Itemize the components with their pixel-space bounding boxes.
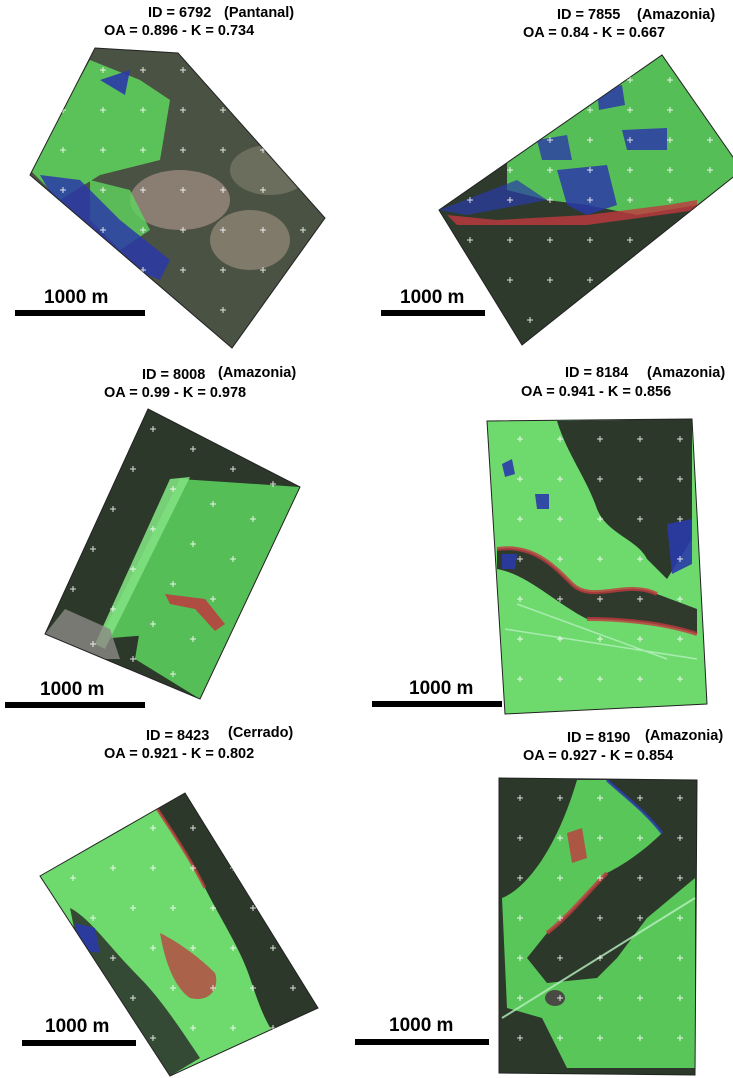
scale-label: 1000 m [44,287,109,308]
classified-map-image [486,418,708,715]
classified-map-image [39,792,319,1077]
panel-region-label: (Amazonia) [645,728,724,744]
map-panel-8423: ID = 8423 (Cerrado) OA = 0.921 - K = 0.8… [0,718,366,1077]
panel-region-label: (Amazonia) [218,365,297,381]
panel-accuracy-label: OA = 0.99 - K = 0.978 [104,385,247,401]
classified-map-image [29,47,326,349]
scale-bar [5,702,145,708]
map-panel-8008: ID = 8008 (Amazonia) OA = 0.99 - K = 0.9… [0,359,366,718]
panel-id-label: ID = 8184 [565,365,629,381]
scale-bar [372,701,502,707]
scale-label: 1000 m [400,287,465,308]
scale-bar [15,310,145,316]
classified-map-image [498,777,698,1076]
panel-id-label: ID = 8190 [567,730,631,746]
scale-label: 1000 m [40,679,105,700]
classified-map-image [438,54,733,346]
panel-region-label: (Amazonia) [637,7,716,23]
panel-region-label: (Cerrado) [228,725,294,741]
map-panel-6792: ID = 6792 (Pantanal) OA = 0.896 - K = 0.… [0,0,366,359]
scale-label: 1000 m [389,1015,454,1036]
panel-accuracy-label: OA = 0.896 - K = 0.734 [104,23,255,39]
panel-accuracy-label: OA = 0.927 - K = 0.854 [523,748,674,764]
scale-label: 1000 m [409,678,474,699]
scale-bar [22,1040,136,1046]
panel-accuracy-label: OA = 0.921 - K = 0.802 [104,746,255,762]
panel-accuracy-label: OA = 0.941 - K = 0.856 [521,384,672,400]
map-panel-8190: ID = 8190 (Amazonia) OA = 0.927 - K = 0.… [355,718,733,1077]
panel-accuracy-label: OA = 0.84 - K = 0.667 [523,25,666,41]
panel-id-label: ID = 7855 [557,7,621,23]
map-panel-8184: ID = 8184 (Amazonia) OA = 0.941 - K = 0.… [367,359,733,718]
panel-id-label: ID = 8008 [142,367,206,383]
panel-id-label: ID = 8423 [146,728,210,744]
scale-bar [381,310,485,316]
scale-label: 1000 m [45,1016,110,1037]
map-panel-7855: ID = 7855 (Amazonia) OA = 0.84 - K = 0.6… [367,0,733,359]
panel-region-label: (Amazonia) [647,365,726,381]
classified-map-image [44,408,301,700]
panel-region-label: (Pantanal) [224,5,295,21]
panel-id-label: ID = 6792 [148,5,212,21]
scale-bar [355,1039,489,1045]
